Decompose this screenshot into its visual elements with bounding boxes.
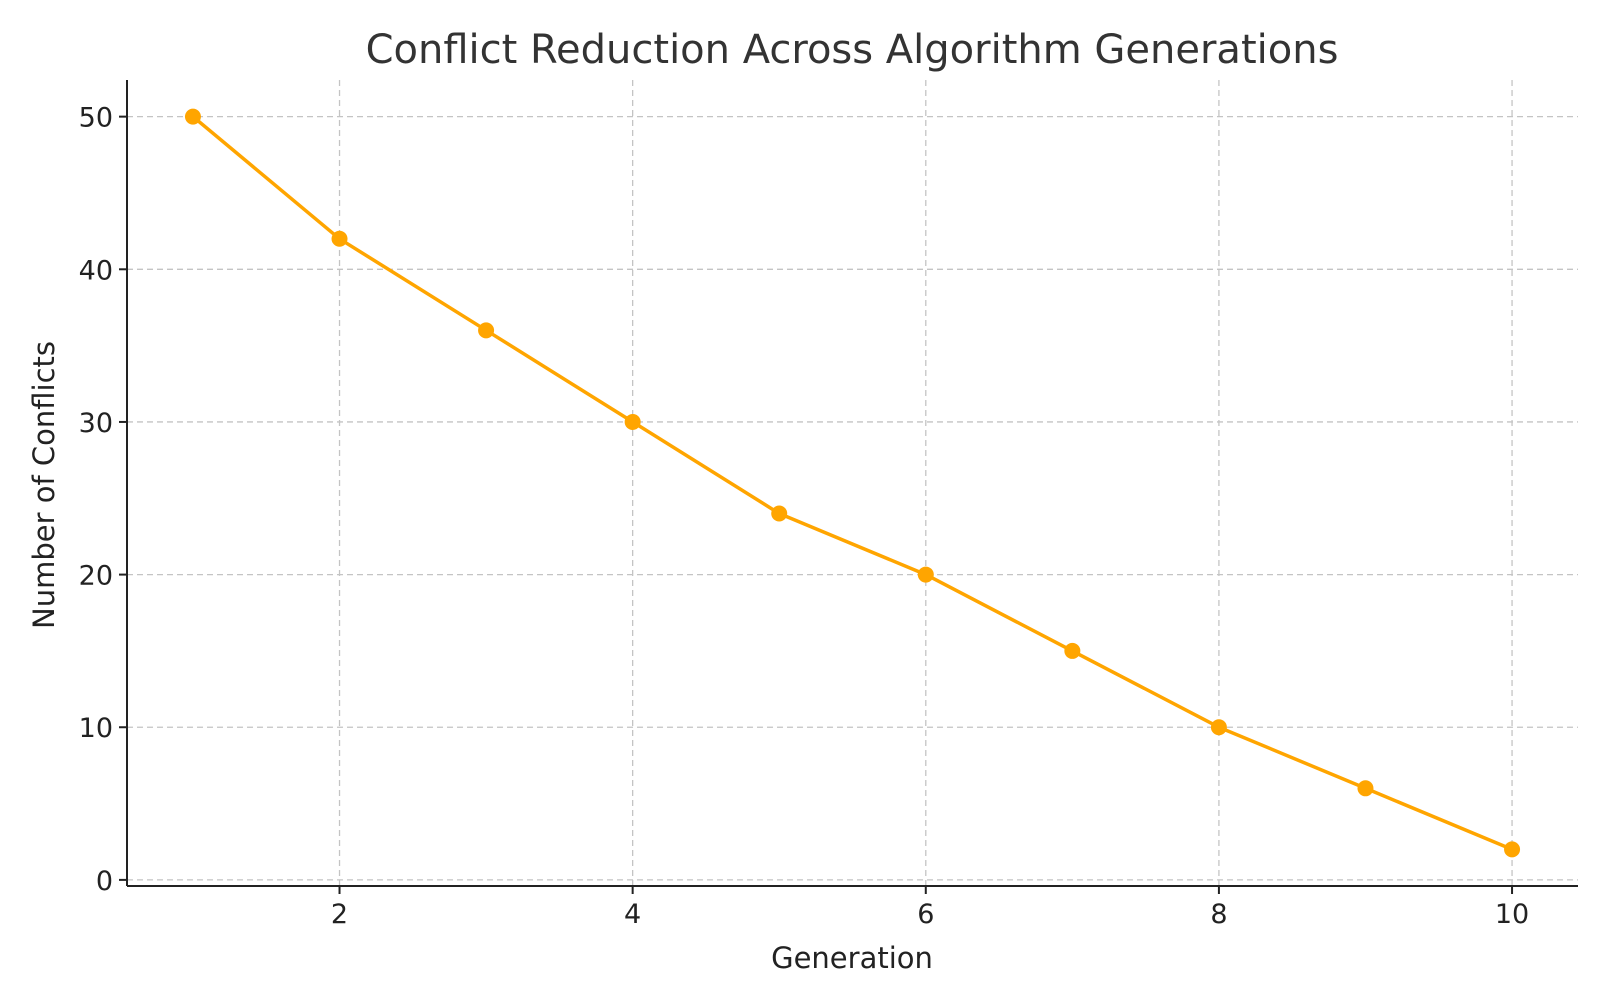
y-tick-label: 10: [79, 713, 113, 744]
data-point: [1357, 780, 1374, 797]
y-tick-label: 40: [79, 255, 113, 286]
x-tick-label: 10: [1495, 899, 1529, 930]
x-axis-label: Generation: [771, 941, 933, 975]
data-point: [917, 566, 934, 583]
data-point: [1504, 841, 1521, 858]
x-tick-label: 8: [1210, 899, 1227, 930]
y-tick-label: 30: [79, 408, 113, 439]
data-point: [184, 108, 201, 125]
y-tick-label: 0: [96, 866, 113, 897]
series: [184, 108, 1521, 858]
chart-title: Conflict Reduction Across Algorithm Gene…: [366, 27, 1339, 73]
series-line: [191, 114, 1514, 852]
x-tick-label: 6: [917, 899, 934, 930]
ticks: 2 4 6 8 10 0 10 20 30 40 50: [79, 103, 1530, 930]
y-axis-label: Number of Conflicts: [27, 341, 61, 629]
data-point: [771, 505, 788, 522]
data-point: [1064, 642, 1081, 659]
x-tick-label: 2: [331, 899, 348, 930]
y-tick-label: 20: [79, 561, 113, 592]
data-point: [624, 413, 641, 430]
data-point: [478, 322, 495, 339]
data-point: [331, 230, 348, 247]
y-tick-label: 50: [79, 103, 113, 134]
grid: [127, 80, 1578, 886]
data-point: [1210, 719, 1227, 736]
axes: [126, 80, 1578, 887]
x-tick-label: 4: [624, 899, 641, 930]
